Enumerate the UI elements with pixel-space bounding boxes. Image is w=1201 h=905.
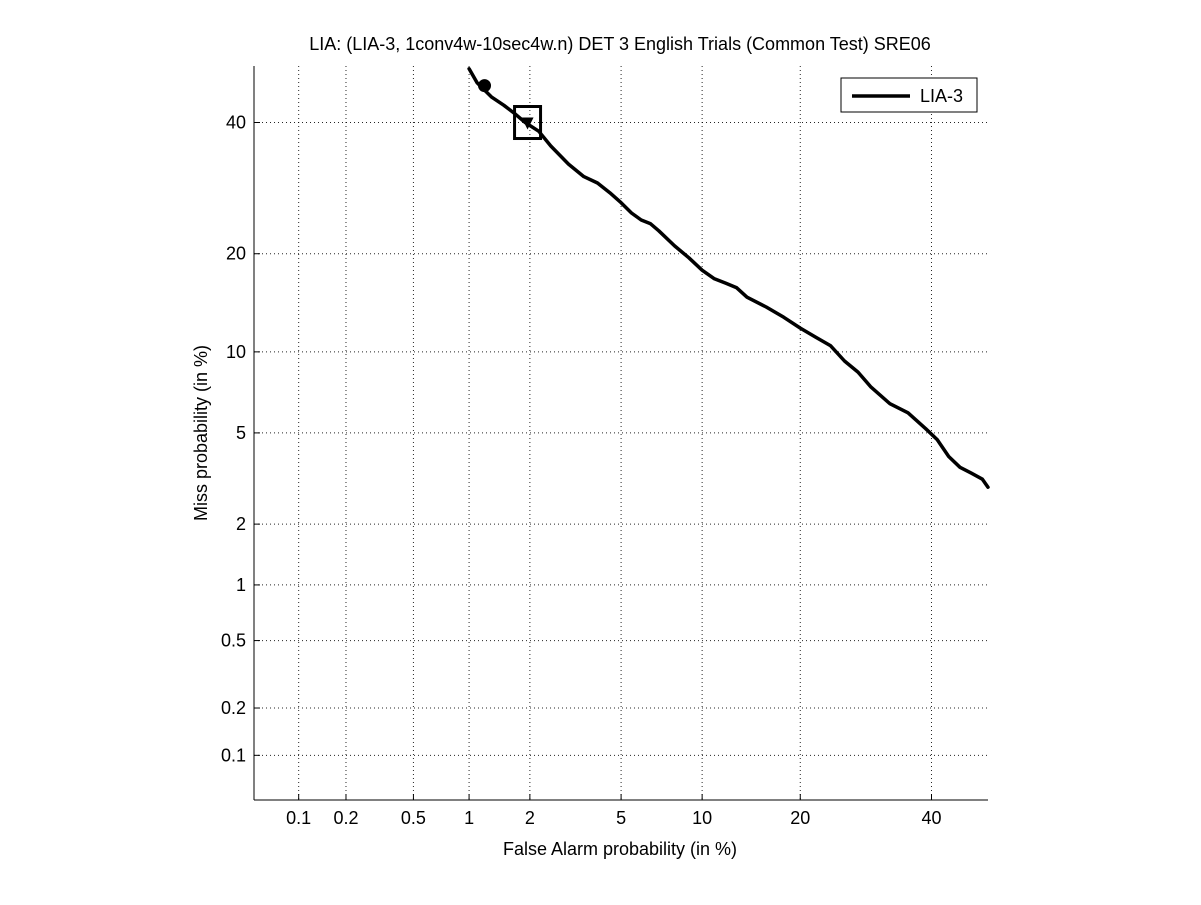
y-axis-label: Miss probability (in %) <box>191 345 211 521</box>
x-tick-label: 10 <box>692 808 712 828</box>
marker-circle <box>478 79 492 93</box>
x-tick-label: 0.2 <box>333 808 358 828</box>
x-tick-label: 20 <box>790 808 810 828</box>
y-tick-label: 0.1 <box>221 745 246 765</box>
axis-ticks: 0.1 0.2 0.5 1 2 5 10 20 40 0.1 0.2 0.5 1 2 5 10 20 40 <box>221 113 942 828</box>
series-layer <box>467 67 990 489</box>
x-tick-label: 5 <box>616 808 626 828</box>
legend-label-lia-3: LIA-3 <box>920 86 963 106</box>
y-tick-label: 40 <box>226 113 246 133</box>
x-tick-label: 1 <box>464 808 474 828</box>
marker-layer <box>478 79 543 141</box>
y-tick-label: 20 <box>226 244 246 264</box>
legend: LIA-3 <box>840 77 978 113</box>
y-tick-label: 0.5 <box>221 631 246 651</box>
chart-title: LIA: (LIA-3, 1conv4w-10sec4w.n) DET 3 En… <box>309 34 931 54</box>
x-tick-label: 0.5 <box>401 808 426 828</box>
x-axis-label: False Alarm probability (in %) <box>503 839 737 859</box>
x-tick-label: 2 <box>525 808 535 828</box>
y-tick-label: 5 <box>236 423 246 443</box>
y-tick-label: 1 <box>236 575 246 595</box>
y-tick-label: 10 <box>226 342 246 362</box>
marker-square <box>513 105 543 141</box>
marker-triangle <box>521 117 534 130</box>
y-tick-label: 2 <box>236 514 246 534</box>
y-tick-label: 0.2 <box>221 698 246 718</box>
x-tick-label: 0.1 <box>286 808 311 828</box>
x-tick-label: 40 <box>921 808 941 828</box>
series-line-lia-3 <box>467 67 990 489</box>
